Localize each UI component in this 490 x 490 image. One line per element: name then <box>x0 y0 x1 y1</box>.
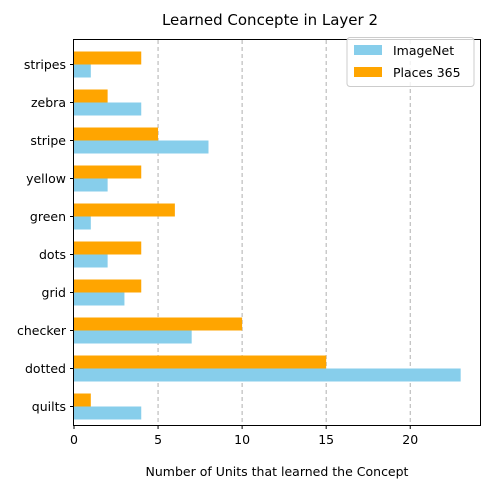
y-tick-label-checker: checker <box>17 323 67 338</box>
x-tick-label-15: 15 <box>318 432 334 447</box>
x-tick-label-0: 0 <box>70 432 78 447</box>
y-tick-label-green: green <box>30 209 66 224</box>
x-tick-label-20: 20 <box>402 432 418 447</box>
bar-places-365-dots <box>74 241 142 255</box>
bar-imagenet-dots <box>74 254 108 268</box>
bar-imagenet-dotted <box>74 368 461 382</box>
y-tick-label-dotted: dotted <box>25 361 66 376</box>
bar-places-365-stripe <box>74 127 159 141</box>
bar-imagenet-stripe <box>74 140 209 154</box>
bar-imagenet-zebra <box>74 102 142 116</box>
bar-places-365-grid <box>74 279 142 293</box>
y-tick-label-grid: grid <box>42 285 66 300</box>
legend-swatch-imagenet <box>354 45 382 55</box>
bar-places-365-zebra <box>74 89 108 103</box>
bar-imagenet-green <box>74 216 91 230</box>
y-axis: quilts dotted checker grid dots green yellow st… <box>17 57 74 414</box>
legend-swatch-places365 <box>354 67 382 77</box>
bar-places-365-yellow <box>74 165 142 179</box>
x-axis-label: Number of Units that learned the Concept <box>146 464 409 479</box>
bar-places-365-green <box>74 203 175 217</box>
plot-frame <box>73 39 481 426</box>
bars <box>74 51 461 420</box>
bar-imagenet-quilts <box>74 406 142 420</box>
bar-places-365-quilts <box>74 393 91 407</box>
y-tick-label-dots: dots <box>39 247 66 262</box>
bar-imagenet-grid <box>74 292 125 306</box>
x-axis: 0 5 10 15 20 <box>70 425 418 447</box>
legend-label-imagenet: ImageNet <box>393 43 454 58</box>
x-tick-label-10: 10 <box>234 432 250 447</box>
bar-places-365-dotted <box>74 355 327 369</box>
legend: ImageNet Places 365 <box>346 37 475 87</box>
bar-imagenet-yellow <box>74 178 108 192</box>
bar-imagenet-checker <box>74 330 192 344</box>
grid-lines <box>157 40 411 425</box>
y-tick-label-yellow: yellow <box>26 171 66 186</box>
chart-title: Learned Concepte in Layer 2 <box>162 11 378 29</box>
y-tick-label-quilts: quilts <box>32 399 66 414</box>
bar-places-365-checker <box>74 317 243 331</box>
bar-imagenet-stripes <box>74 64 91 78</box>
y-tick-label-zebra: zebra <box>31 95 66 110</box>
bar-places-365-stripes <box>74 51 142 65</box>
x-tick-label-5: 5 <box>154 432 162 447</box>
legend-label-places365: Places 365 <box>393 65 461 80</box>
y-tick-label-stripe: stripe <box>30 133 66 148</box>
y-tick-label-stripes: stripes <box>24 57 66 72</box>
